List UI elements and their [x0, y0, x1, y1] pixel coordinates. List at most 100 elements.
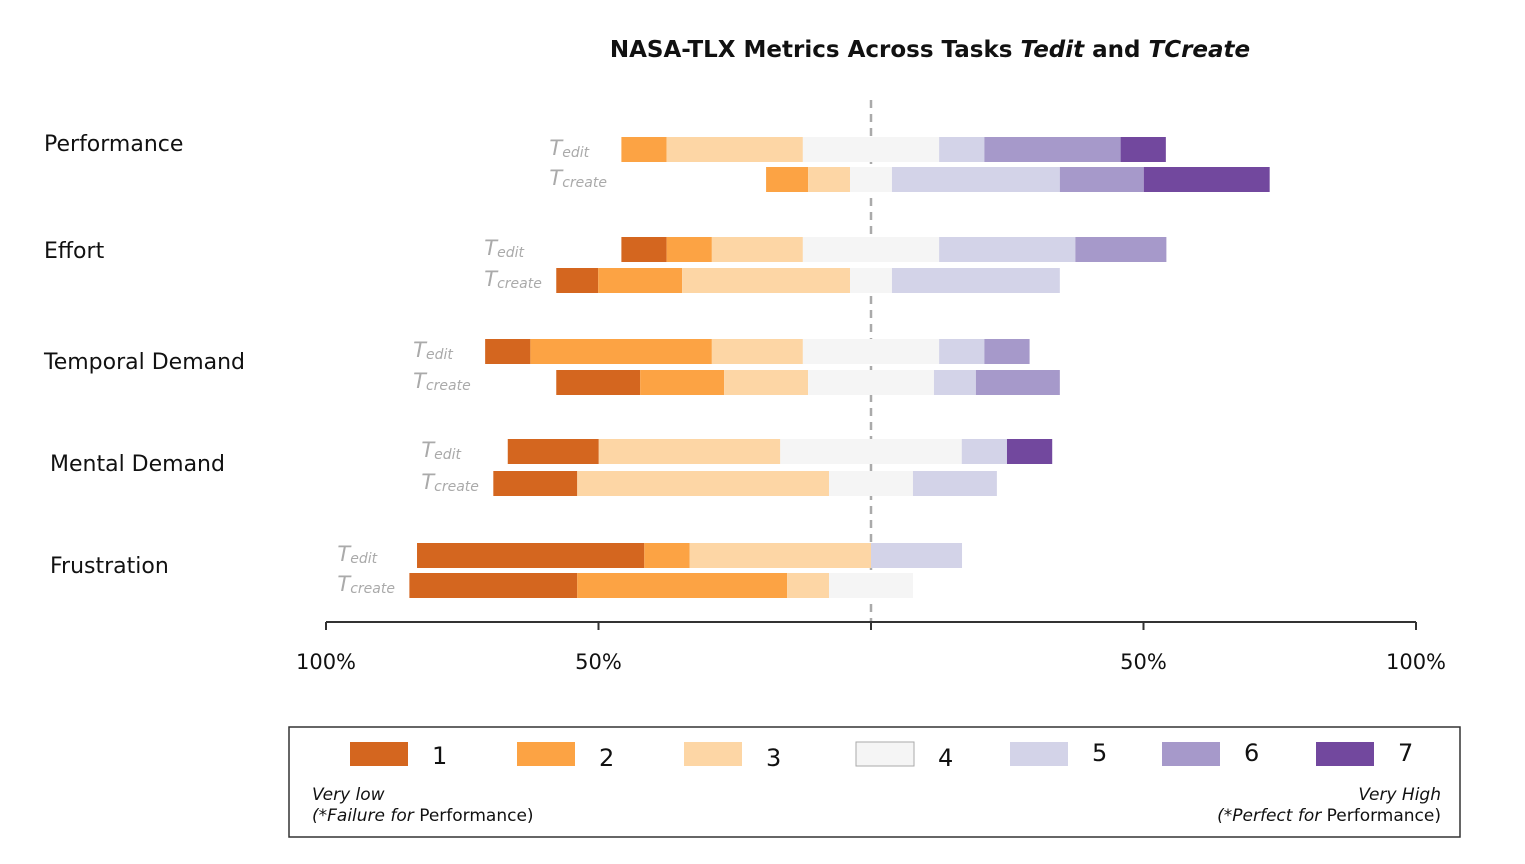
bar-segment — [787, 573, 830, 598]
legend-swatch — [517, 742, 575, 766]
bar-segment — [507, 439, 599, 464]
bar-segment — [891, 268, 1060, 293]
bar-segment — [1143, 167, 1270, 192]
bar-segment — [577, 471, 830, 496]
task-symbol: T — [484, 236, 499, 260]
bar-segment — [891, 167, 1060, 192]
task-subscript: create — [562, 175, 607, 191]
legend-label: 4 — [938, 744, 953, 772]
bar-segment — [933, 370, 976, 395]
bar-segment — [689, 543, 871, 568]
task-symbol: T — [413, 369, 428, 393]
chart-title: NASA-TLX Metrics Across Tasks Tedit and … — [610, 37, 1250, 63]
bar-segment — [802, 237, 940, 262]
task-label: Tcreate — [421, 470, 479, 495]
bar-segment — [829, 573, 913, 598]
bar-segment — [808, 370, 934, 395]
bar-segment — [984, 137, 1121, 162]
legend-note-high: Very High — [1358, 785, 1441, 805]
task-label: Tedit — [484, 236, 524, 261]
legend-note-low-detail: (*Failure for Performance) — [312, 806, 534, 826]
x-tick-label: 50% — [1120, 650, 1167, 674]
category-label: Mental Demand — [50, 452, 225, 477]
bar-segment — [711, 237, 803, 262]
bar-segment — [666, 237, 712, 262]
bar-segment — [621, 137, 667, 162]
bar-segment — [871, 543, 963, 568]
bar-segment — [939, 237, 1076, 262]
task-subscript: edit — [350, 551, 377, 567]
task-label: Tcreate — [549, 166, 607, 191]
bar-segment — [409, 573, 578, 598]
category-label: Frustration — [50, 554, 169, 579]
x-tick-label: 100% — [296, 650, 356, 674]
task-subscript: edit — [426, 347, 453, 363]
bar-segment — [802, 339, 940, 364]
bar-segment — [640, 370, 725, 395]
bar-segment — [975, 370, 1060, 395]
category-label: Performance — [44, 132, 183, 157]
bar-segment — [493, 471, 578, 496]
x-tick-label: 100% — [1386, 650, 1446, 674]
task-symbol: T — [413, 338, 428, 362]
task-symbol: T — [421, 438, 436, 462]
legend-swatch — [855, 741, 915, 767]
task-label: Tcreate — [337, 572, 395, 597]
bar-segment — [556, 268, 599, 293]
bar-segment — [912, 471, 997, 496]
legend-label: 5 — [1092, 739, 1107, 767]
legend-swatch — [684, 742, 742, 766]
bar-segment — [598, 268, 683, 293]
task-label: Tedit — [413, 338, 453, 363]
bar-segment — [1120, 137, 1166, 162]
task-label: Tedit — [337, 542, 377, 567]
task-symbol: T — [421, 470, 436, 494]
bar-segment — [598, 439, 781, 464]
bar-segment — [556, 370, 641, 395]
bar-segment — [530, 339, 712, 364]
bar-segment — [1059, 167, 1144, 192]
bar-segment — [1075, 237, 1167, 262]
task-subscript: create — [497, 276, 542, 292]
bar-segment — [577, 573, 788, 598]
legend-label: 1 — [432, 742, 447, 770]
bar-segment — [682, 268, 851, 293]
legend-note-low: Very low — [312, 785, 385, 805]
task-symbol: T — [484, 267, 499, 291]
bar-segment — [984, 339, 1030, 364]
legend-swatch — [350, 742, 408, 766]
bar-segment — [666, 137, 803, 162]
task-label: Tcreate — [484, 267, 542, 292]
bar-segment — [802, 137, 940, 162]
legend-swatch — [1010, 742, 1068, 766]
bar-segment — [485, 339, 531, 364]
legend-swatch — [1316, 742, 1374, 766]
bar-segment — [829, 471, 913, 496]
task-subscript: create — [434, 479, 479, 495]
bar-segment — [808, 167, 851, 192]
task-symbol: T — [337, 572, 352, 596]
bar-segment — [850, 167, 892, 192]
category-label: Temporal Demand — [43, 350, 245, 375]
bar-segment — [939, 137, 985, 162]
bar-segment — [1006, 439, 1053, 464]
task-label: Tedit — [421, 438, 461, 463]
task-subscript: edit — [434, 447, 461, 463]
x-tick-label: 50% — [575, 650, 622, 674]
legend-label: 6 — [1244, 739, 1259, 767]
bar-segment — [644, 543, 690, 568]
bar-segment — [417, 543, 645, 568]
legend-swatch — [1162, 742, 1220, 766]
legend-label: 7 — [1398, 739, 1413, 767]
bar-segment — [621, 237, 667, 262]
task-symbol: T — [337, 542, 352, 566]
bar-segment — [766, 167, 809, 192]
bar-segment — [961, 439, 1007, 464]
bar-segment — [724, 370, 809, 395]
legend-label: 2 — [599, 744, 614, 772]
task-subscript: create — [350, 581, 395, 597]
bar-segment — [850, 268, 892, 293]
task-label: Tedit — [549, 136, 589, 161]
bar-segment — [711, 339, 803, 364]
